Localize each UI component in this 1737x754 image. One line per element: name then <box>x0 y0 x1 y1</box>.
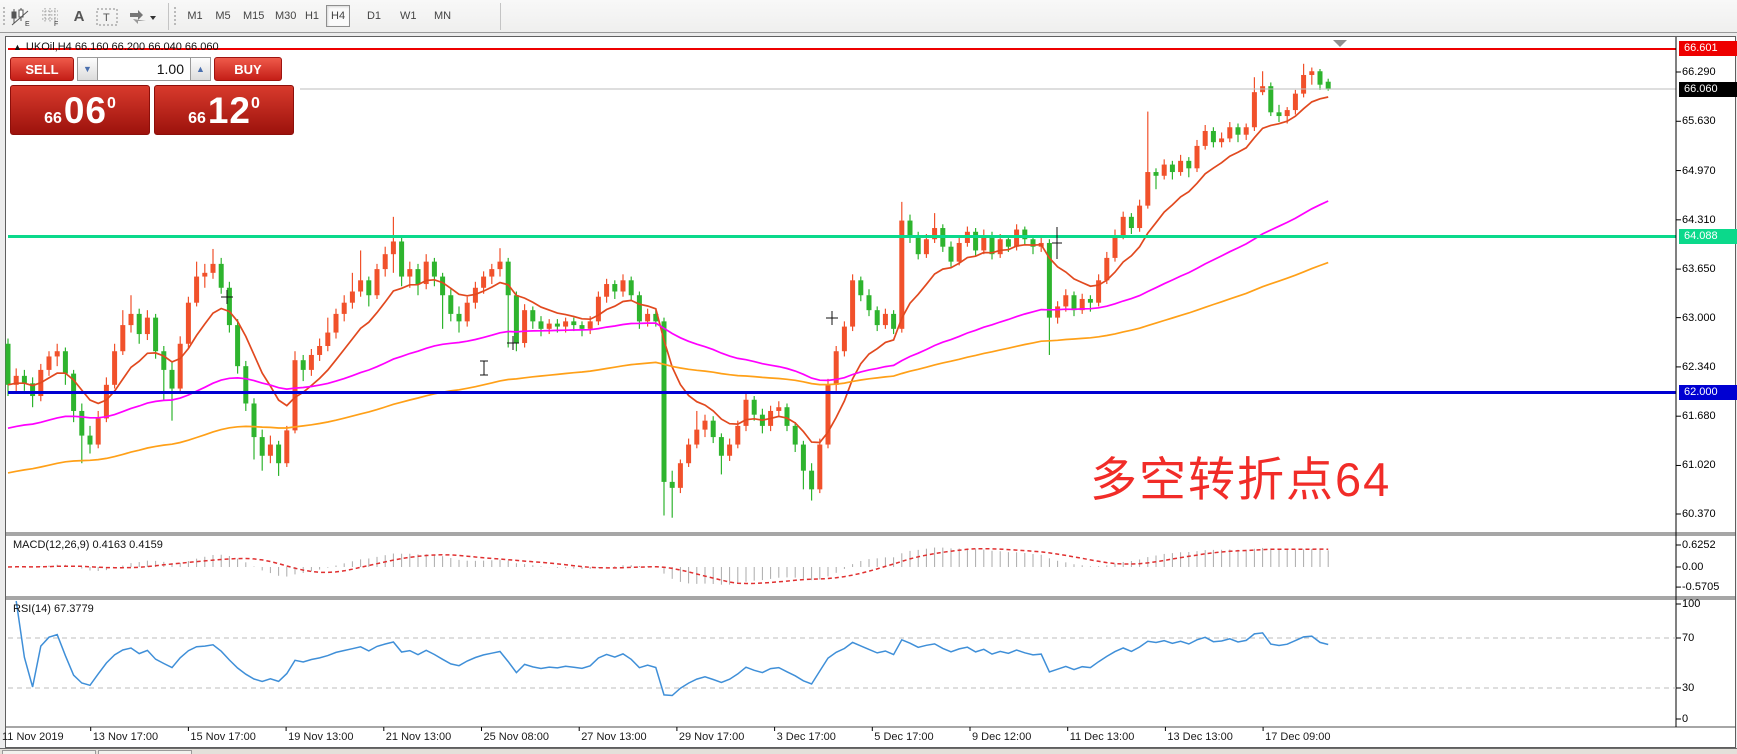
tile-windows-icon[interactable] <box>124 4 160 29</box>
volume-increase-button[interactable]: ▲ <box>190 57 211 81</box>
rsi-axis-label: 100 <box>1682 598 1701 610</box>
sell-price-pip: 0 <box>107 95 116 112</box>
price-axis-label: 64.970 <box>1682 164 1716 177</box>
time-axis-label: 11 Dec 13:00 <box>1069 731 1135 743</box>
sell-price-box[interactable]: 66 06 0 <box>10 85 150 135</box>
price-axis-label: 63.000 <box>1682 311 1716 324</box>
time-axis-label: 3 Dec 17:00 <box>776 731 836 743</box>
macd-axis-label: 0.00 <box>1682 561 1704 573</box>
buy-price-handle: 66 <box>188 110 206 127</box>
volume-input[interactable] <box>98 57 190 81</box>
title-arrow-icon: ▲ <box>13 42 22 52</box>
buy-price-main: 12 <box>207 90 252 131</box>
time-axis-label: 27 Nov 13:00 <box>581 731 647 743</box>
tf-button-h1[interactable]: H1 <box>304 10 320 22</box>
time-axis-label: 5 Dec 17:00 <box>874 731 934 743</box>
svg-text:T: T <box>103 12 110 24</box>
toolbar-separator <box>168 3 169 30</box>
one-click-trading-panel: SELL ▼ ▲ BUY 66 06 0 66 12 0 <box>10 57 298 135</box>
rsi-axis-label: 70 <box>1682 632 1695 644</box>
time-axis-label: 25 Nov 08:00 <box>483 731 549 743</box>
toolbar-separator <box>500 3 501 30</box>
price-marker-badge: 66.060 <box>1679 81 1737 97</box>
rsi-axis-label: 0 <box>1682 713 1689 725</box>
price-axis-label: 61.020 <box>1682 459 1716 472</box>
grid-icon[interactable]: F <box>38 4 64 29</box>
volume-decrease-button[interactable]: ▼ <box>77 57 98 81</box>
chart-annotation: 多空转折点64 <box>1090 453 1392 506</box>
macd-label: MACD(12,26,9) 0.4163 0.4159 <box>13 539 163 551</box>
price-axis-label: 66.290 <box>1682 66 1716 78</box>
toolbar: E F A T M1 M5 M15 M30 H1 H4 D1 W1 MN <box>0 0 1737 33</box>
sell-button[interactable]: SELL <box>10 57 74 81</box>
price-marker-badge: 62.000 <box>1679 384 1737 400</box>
time-axis-label: 21 Nov 13:00 <box>385 731 452 743</box>
font-a-icon[interactable]: A <box>73 8 85 25</box>
tf-button-m30[interactable]: M30 <box>275 10 297 22</box>
toolbar-drag-handle[interactable] <box>2 6 7 27</box>
price-axis-label: 63.650 <box>1682 263 1716 276</box>
price-marker-badge: 64.088 <box>1679 228 1737 244</box>
time-axis-label: 15 Nov 17:00 <box>190 731 256 743</box>
tf-button-mn[interactable]: MN <box>434 10 452 22</box>
buy-price-box[interactable]: 66 12 0 <box>154 85 294 135</box>
tf-button-m15[interactable]: M15 <box>243 10 265 22</box>
tf-button-m5[interactable]: M5 <box>215 10 231 22</box>
price-axis-label: 65.630 <box>1682 115 1716 128</box>
price-axis-label: 62.340 <box>1682 360 1716 373</box>
time-axis-label: 13 Nov 17:00 <box>92 731 159 743</box>
tf-button-w1[interactable]: W1 <box>400 10 417 22</box>
buy-price-pip: 0 <box>251 95 260 112</box>
tf-button-m1[interactable]: M1 <box>187 10 203 22</box>
svg-text:E: E <box>25 21 30 27</box>
sell-price-main: 06 <box>63 90 108 131</box>
chart-window <box>5 36 1736 748</box>
toolbar-drag-handle[interactable] <box>173 6 178 27</box>
text-label-icon[interactable]: T <box>94 4 120 29</box>
price-axis-label: 61.680 <box>1682 410 1716 423</box>
macd-axis-label: 0.6252 <box>1682 538 1716 551</box>
time-axis-label: 9 Dec 12:00 <box>972 731 1032 743</box>
macd-axis-label: -0.5705 <box>1682 581 1720 594</box>
tf-button-d1[interactable]: D1 <box>366 10 382 22</box>
time-axis-label: 19 Nov 13:00 <box>288 731 354 743</box>
price-marker-badge: 66.601 <box>1679 41 1737 57</box>
buy-button[interactable]: BUY <box>214 57 282 81</box>
chart-tab[interactable] <box>2 750 96 754</box>
chart-objects-icon[interactable]: E <box>8 4 34 29</box>
bottom-tab-strip <box>0 748 1737 754</box>
chart-tab[interactable] <box>98 750 192 754</box>
time-axis-label: 29 Nov 17:00 <box>678 731 745 743</box>
svg-text:F: F <box>54 21 58 27</box>
tf-button-h4[interactable]: H4 <box>326 5 351 27</box>
price-axis-label: 60.370 <box>1682 507 1716 520</box>
time-axis-label: 17 Dec 09:00 <box>1265 731 1331 743</box>
time-axis-label: 11 Nov 2019 <box>2 731 64 743</box>
sell-price-handle: 66 <box>44 110 62 127</box>
chart-title: ▲ UKOil,H4 66.160 66.200 66.040 66.060 <box>13 41 219 53</box>
time-axis-label: 13 Dec 13:00 <box>1167 731 1233 743</box>
rsi-label: RSI(14) 67.3779 <box>13 603 94 615</box>
price-axis-label: 64.310 <box>1682 213 1716 226</box>
rsi-axis-label: 30 <box>1682 682 1695 694</box>
